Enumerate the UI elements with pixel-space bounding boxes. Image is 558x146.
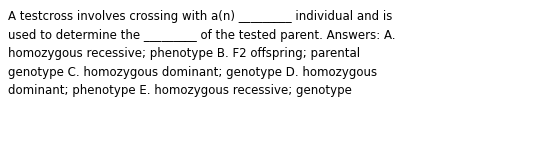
Text: A testcross involves crossing with a(n) _________ individual and is
used to dete: A testcross involves crossing with a(n) …	[8, 10, 396, 97]
